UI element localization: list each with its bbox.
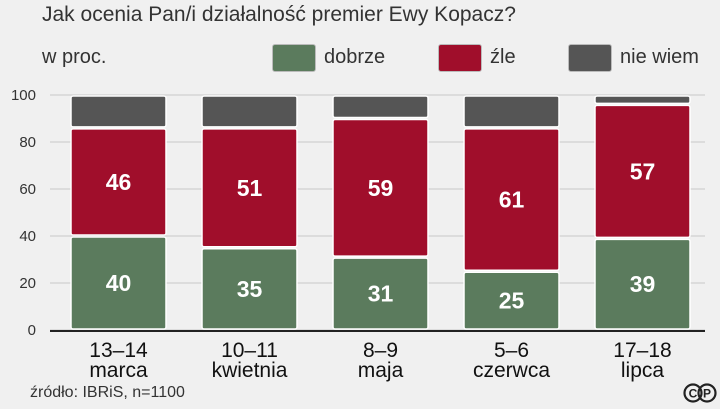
cp-logo-icon: C P: [683, 383, 717, 403]
bar-źle: [594, 104, 691, 239]
bar-nie-wiem: [201, 95, 298, 128]
chart-title: Jak ocenia Pan/i działalność premier Ewy…: [42, 3, 516, 26]
data-label-dobrze: 35: [237, 276, 263, 302]
legend-swatch-nie-wiem: [568, 44, 612, 72]
y-tick-label: 0: [28, 322, 36, 339]
y-tick-label: 20: [19, 275, 36, 292]
legend-swatch-dobrze: [272, 44, 316, 72]
data-label-dobrze: 25: [499, 288, 525, 314]
data-label-źle: 57: [630, 158, 656, 184]
y-tick-label: 100: [11, 87, 36, 104]
unit-label: w proc.: [42, 46, 107, 68]
data-label-źle: 61: [499, 187, 525, 213]
x-tick-label-month: maja: [358, 359, 404, 382]
x-tick-label-date: 10–11: [221, 339, 278, 362]
bar-źle: [332, 118, 429, 257]
bar-nie-wiem: [594, 95, 691, 105]
x-tick-label-date: 13–14: [89, 339, 148, 362]
data-label-źle: 51: [237, 175, 263, 201]
svg-text:C: C: [689, 387, 698, 401]
data-label-źle: 59: [368, 175, 394, 201]
bar-dobrze: [332, 257, 429, 330]
legend-label-nie-wiem: nie wiem: [620, 46, 699, 68]
legend-swatch-zle: [438, 44, 482, 72]
x-tick-label-month: marca: [89, 359, 148, 382]
bar-źle: [463, 128, 560, 271]
bar-dobrze: [463, 271, 560, 330]
bar-źle: [70, 128, 167, 236]
source-note: źródło: IBRiS, n=1100: [30, 384, 185, 401]
x-tick-label-month: czerwca: [473, 359, 550, 382]
legend-label-dobrze: dobrze: [324, 46, 386, 68]
data-label-dobrze: 31: [368, 281, 394, 307]
y-tick-label: 40: [19, 228, 36, 245]
legend-label-zle: źle: [490, 46, 516, 68]
bar-nie-wiem: [463, 95, 560, 128]
bar-nie-wiem: [70, 95, 167, 128]
data-label-źle: 46: [106, 169, 132, 195]
bar-źle: [201, 128, 298, 248]
x-tick-label-date: 8–9: [363, 339, 398, 362]
x-tick-label-date: 17–18: [613, 339, 671, 362]
bar-dobrze: [594, 238, 691, 330]
x-tick-label-date: 5–6: [494, 339, 529, 362]
data-label-dobrze: 40: [106, 270, 132, 296]
bar-nie-wiem: [332, 95, 429, 119]
x-tick-label-month: lipca: [621, 359, 665, 382]
x-tick-label-month: kwietnia: [212, 359, 288, 382]
data-label-dobrze: 39: [630, 271, 656, 297]
svg-text:P: P: [703, 387, 711, 401]
y-tick-label: 60: [19, 181, 36, 198]
bar-dobrze: [70, 236, 167, 330]
bar-dobrze: [201, 248, 298, 330]
y-tick-label: 80: [19, 134, 36, 151]
